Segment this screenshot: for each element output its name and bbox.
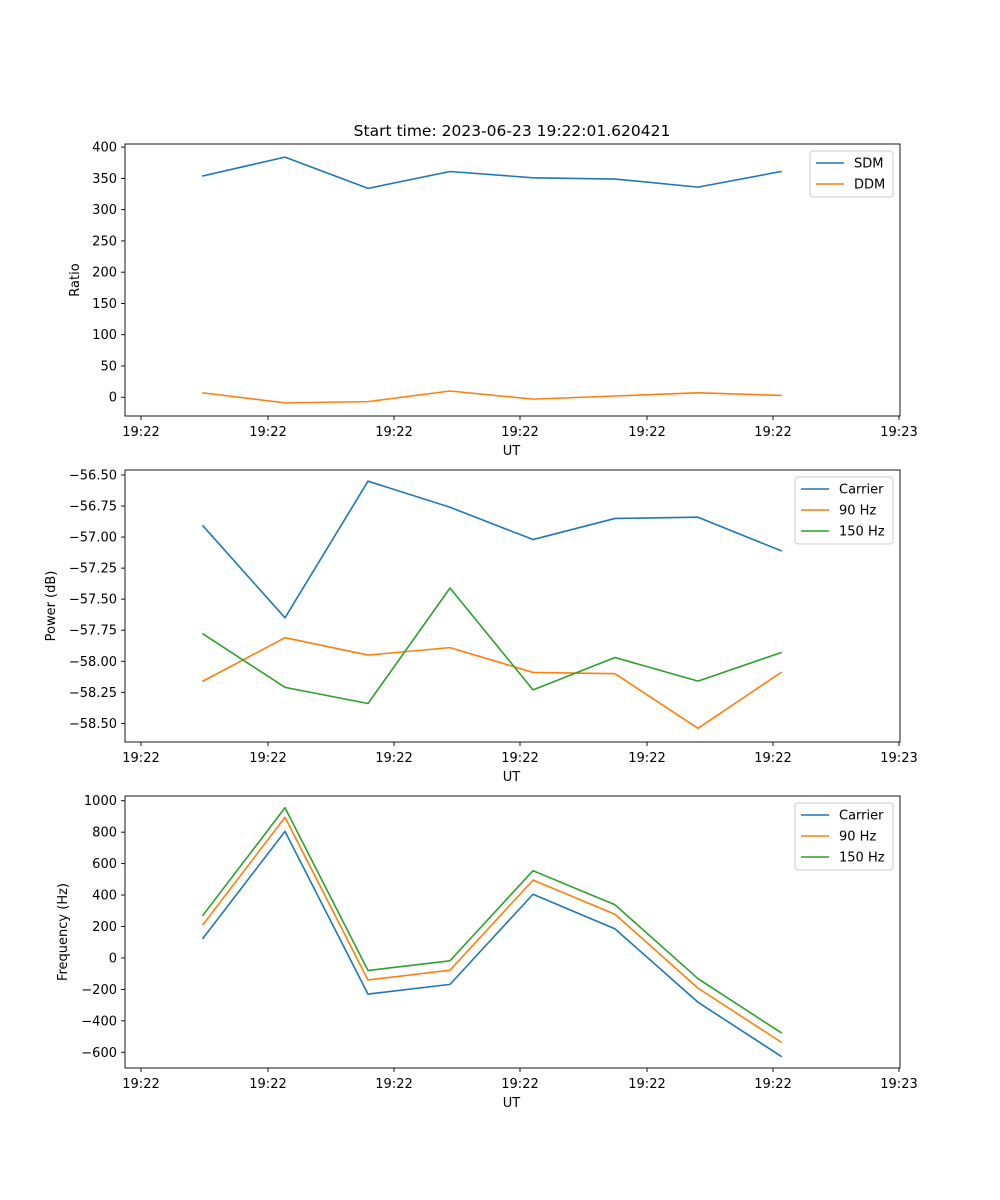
x-tick-label: 19:22 [375,425,412,440]
y-tick-label: 800 [92,826,117,841]
x-tick-label: 19:22 [628,1077,665,1092]
y-tick-label: −57.75 [69,624,117,639]
y-tick-label: 200 [92,920,117,935]
x-tick-label: 19:22 [754,751,791,766]
x-tick-label: 19:22 [375,751,412,766]
x-axis-label: UT [503,770,521,785]
chart-title: Start time: 2023-06-23 19:22:01.620421 [354,122,671,140]
legend: Carrier 90 Hz 150 Hz [794,802,894,871]
y-axis-label: Ratio [68,263,83,296]
x-tick-label: 19:22 [375,1077,412,1092]
axes-frame [124,143,901,417]
y-tick-label: 350 [92,172,117,187]
legend-label: 150 Hz [839,851,885,866]
y-tick-label: −57.25 [69,562,117,577]
x-tick-label: 19:22 [501,1077,538,1092]
legend-label: Carrier [839,809,884,824]
x-tick-label: 19:22 [249,1077,286,1092]
x-tick-label: 19:22 [249,425,286,440]
legend-box [794,476,894,545]
y-tick-label: −57.50 [69,593,117,608]
y-tick-label: 0 [109,951,117,966]
y-axis-label: Frequency (Hz) [56,883,71,981]
chart-panel-2: −56.50 −56.75 −57.00 −57.25 −57.50 −57.75 −58.… [44,468,918,785]
series-line-90-hz [201,636,783,730]
x-tick-label: 19:23 [880,751,917,766]
x-axis-label: UT [503,1096,521,1111]
series-line-150-hz [201,587,783,705]
legend-label: 150 Hz [839,525,885,540]
y-tick-label: −600 [81,1046,117,1061]
legend-label: 90 Hz [839,830,876,845]
x-axis-label: UT [503,444,521,459]
legend-label: Carrier [839,483,884,498]
y-tick-label: 50 [100,359,117,374]
y-tick-label: 300 [92,203,117,218]
y-tick-label: 600 [92,857,117,872]
y-tick-label: −200 [81,983,117,998]
x-tick-label: 19:22 [122,1077,159,1092]
axes-frame [124,469,901,743]
series-line-sdm [202,156,782,190]
x-tick-label: 19:22 [628,751,665,766]
x-tick-label: 19:22 [122,751,159,766]
x-tick-label: 19:22 [628,425,665,440]
y-tick-label: 400 [92,141,117,156]
x-tick-label: 19:23 [880,1077,917,1092]
series-line-carrier [201,480,783,619]
x-tick-label: 19:23 [880,425,917,440]
series-line-150-hz [201,806,783,1034]
y-tick-label: −58.00 [69,655,117,670]
y-tick-label: −58.50 [69,717,117,732]
series-line-carrier [201,830,783,1058]
y-tick-label: 1000 [84,794,117,809]
y-tick-label: −400 [81,1014,117,1029]
x-tick-label: 19:22 [122,425,159,440]
legend-label: 90 Hz [839,504,876,519]
y-tick-label: 100 [92,328,117,343]
legend: Carrier 90 Hz 150 Hz [794,476,894,545]
y-axis-label: Power (dB) [44,571,59,642]
series-line-ddm [202,390,782,404]
y-tick-label: 0 [109,391,117,406]
x-tick-label: 19:22 [754,1077,791,1092]
y-tick-label: −58.25 [69,686,117,701]
y-tick-label: 250 [92,234,117,249]
x-tick-label: 19:22 [249,751,286,766]
axes-frame [124,795,901,1069]
x-tick-label: 19:22 [754,425,791,440]
chart-panel-1: 0 50 100 150 200 250 300 350 400 19:22 19:22 19:22 1… [68,141,918,459]
chart-panel-3: −600 −400 −200 0 200 400 600 800 1000 19:22 19:22 1… [56,794,918,1111]
y-tick-label: −56.75 [69,500,117,515]
x-tick-label: 19:22 [501,425,538,440]
y-tick-label: 400 [92,889,117,904]
legend-label: SDM [854,157,883,172]
y-tick-label: −57.00 [69,531,117,546]
series-line-90-hz [201,816,783,1044]
x-tick-label: 19:22 [501,751,538,766]
chart-panels: 0 50 100 150 200 250 300 350 400 19:22 19:22 19:22 1… [44,141,918,1111]
legend-label: DDM [854,178,885,193]
y-tick-label: 200 [92,266,117,281]
legend-box [794,802,894,871]
y-tick-label: −56.50 [69,468,117,483]
y-tick-label: 150 [92,297,117,312]
legend: SDM DDM [809,150,894,198]
